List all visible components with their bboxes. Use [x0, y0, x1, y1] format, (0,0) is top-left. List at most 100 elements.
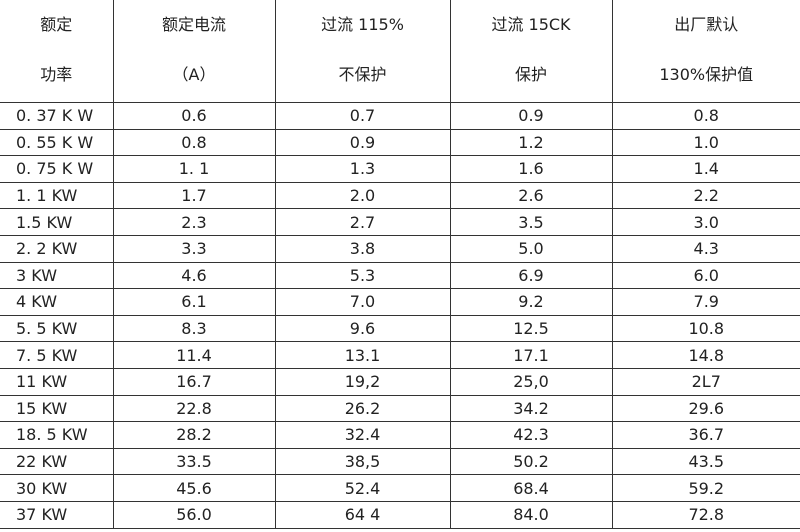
value-cell: 3.3 — [112, 234, 276, 263]
power-cell: 0. 37 K W — [0, 102, 114, 130]
value-cell: 5.0 — [449, 234, 613, 263]
value-cell: 9.2 — [449, 288, 613, 316]
table-body: 0. 37 K W 0.6 0.7 0.9 0.8 0. 55 K W 0.8 0.9 1.2 1… — [0, 102, 800, 529]
value-cell: 11.4 — [112, 341, 276, 369]
value-cell: 3.8 — [274, 234, 451, 263]
value-cell: 4.6 — [112, 261, 276, 290]
header-cell: 额定电流 （A） — [112, 0, 276, 103]
header-text: 功率 — [40, 65, 73, 84]
value-cell: 0.9 — [449, 102, 613, 130]
power-cell: 4 KW — [0, 288, 114, 316]
value-cell: 32.4 — [274, 421, 451, 449]
value-cell: 10.8 — [611, 314, 800, 343]
power-cell: 3 KW — [0, 261, 114, 290]
header-text: （A） — [172, 65, 216, 84]
value-cell: 12.5 — [449, 314, 613, 343]
value-cell: 6.0 — [611, 261, 800, 290]
value-cell: 84.0 — [449, 500, 613, 529]
value-cell: 2.2 — [611, 181, 800, 210]
header-cell: 出厂默认 130%保护值 — [611, 0, 800, 103]
value-cell: 2.0 — [274, 181, 451, 210]
value-cell: 0.9 — [274, 128, 451, 157]
value-cell: 2.3 — [112, 208, 276, 236]
value-cell: 13.1 — [274, 341, 451, 369]
value-cell: 0.7 — [274, 102, 451, 130]
value-cell: 34.2 — [449, 394, 613, 423]
table-row: 30 KW 45.6 52.4 68.4 59.2 — [0, 474, 800, 502]
value-cell: 14.8 — [611, 341, 800, 369]
value-cell: 2.7 — [274, 208, 451, 236]
value-cell: 0.8 — [112, 128, 276, 157]
header-text: 保护 — [514, 65, 547, 84]
value-cell: 28.2 — [112, 421, 276, 449]
value-cell: 7.9 — [611, 288, 800, 316]
table-row: 4 KW 6.1 7.0 9.2 7.9 — [0, 288, 800, 316]
value-cell: 1.7 — [112, 181, 276, 210]
header-cell: 过流 115% 不保护 — [274, 0, 451, 103]
value-cell: 2.6 — [449, 181, 613, 210]
table-row: 2. 2 KW 3.3 3.8 5.0 4.3 — [0, 234, 800, 263]
value-cell: 0.8 — [611, 102, 800, 130]
table-row: 0. 55 K W 0.8 0.9 1.2 1.0 — [0, 128, 800, 157]
table-row: 0. 75 K W 1. 1 1.3 1.6 1.4 — [0, 155, 800, 183]
value-cell: 1. 1 — [112, 155, 276, 183]
value-cell: 59.2 — [611, 474, 800, 502]
table-row: 0. 37 K W 0.6 0.7 0.9 0.8 — [0, 102, 800, 130]
value-cell: 72.8 — [611, 500, 800, 529]
header-text: 130%保护值 — [659, 65, 754, 84]
header-row: 额定功率 额定电流 （A） 过流 115% 不保护 过流 15CK 保护 出厂默认 130%保护… — [0, 0, 800, 103]
value-cell: 17.1 — [449, 341, 613, 369]
power-cell: 5. 5 KW — [0, 314, 114, 343]
header-text: 过流 115% — [321, 15, 404, 34]
header-text: 过流 15CK — [491, 15, 571, 34]
power-cell: 2. 2 KW — [0, 234, 114, 263]
power-cell: 0. 55 K W — [0, 128, 114, 157]
header-text: 额定 — [40, 15, 73, 34]
value-cell: 25,0 — [449, 367, 613, 396]
value-cell: 45.6 — [112, 474, 276, 502]
value-cell: 22.8 — [112, 394, 276, 423]
value-cell: 6.1 — [112, 288, 276, 316]
power-cell: 0. 75 K W — [0, 155, 114, 183]
value-cell: 1.3 — [274, 155, 451, 183]
value-cell: 26.2 — [274, 394, 451, 423]
header-cell: 额定 功率 — [0, 0, 114, 103]
value-cell: 2L7 — [611, 367, 800, 396]
value-cell: 1.6 — [449, 155, 613, 183]
value-cell: 8.3 — [112, 314, 276, 343]
value-cell: 50.2 — [449, 447, 613, 476]
value-cell: 36.7 — [611, 421, 800, 449]
table-row: 7. 5 KW 11.4 13.1 17.1 14.8 — [0, 341, 800, 369]
value-cell: 29.6 — [611, 394, 800, 423]
value-cell: 0.6 — [112, 102, 276, 130]
table-row: 15 KW 22.8 26.2 34.2 29.6 — [0, 394, 800, 423]
value-cell: 4.3 — [611, 234, 800, 263]
power-cell: 7. 5 KW — [0, 341, 114, 369]
value-cell: 3.5 — [449, 208, 613, 236]
value-cell: 1.2 — [449, 128, 613, 157]
header-text: 额定电流 — [161, 15, 226, 34]
value-cell: 33.5 — [112, 447, 276, 476]
value-cell: 38,5 — [274, 447, 451, 476]
power-cell: 1. 1 KW — [0, 181, 114, 210]
value-cell: 43.5 — [611, 447, 800, 476]
value-cell: 42.3 — [449, 421, 613, 449]
table-row: 37 KW 56.0 64 4 84.0 72.8 — [0, 500, 800, 529]
value-cell: 68.4 — [449, 474, 613, 502]
value-cell: 3.0 — [611, 208, 800, 236]
table-row: 18. 5 KW 28.2 32.4 42.3 36.7 — [0, 421, 800, 449]
header-text: 不保护 — [338, 65, 387, 84]
power-cell: 11 KW — [0, 367, 114, 396]
power-cell: 1.5 KW — [0, 208, 114, 236]
power-cell: 30 KW — [0, 474, 114, 502]
power-cell: 15 KW — [0, 394, 114, 423]
table-row: 1. 1 KW 1.7 2.0 2.6 2.2 — [0, 181, 800, 210]
value-cell: 19,2 — [274, 367, 451, 396]
value-cell: 9.6 — [274, 314, 451, 343]
value-cell: 6.9 — [449, 261, 613, 290]
table-row: 3 KW 4.6 5.3 6.9 6.0 — [0, 261, 800, 290]
value-cell: 1.4 — [611, 155, 800, 183]
table-row: 5. 5 KW 8.3 9.6 12.5 10.8 — [0, 314, 800, 343]
value-cell: 1.0 — [611, 128, 800, 157]
